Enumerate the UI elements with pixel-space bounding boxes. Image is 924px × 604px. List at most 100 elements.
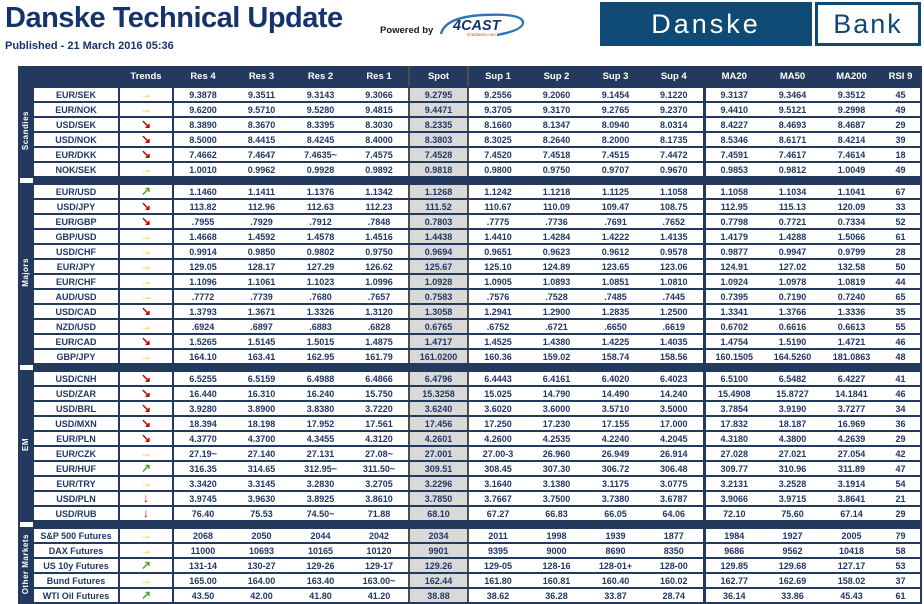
cell-ma50: 3.9715 [763, 491, 822, 507]
cell-sup1: 9395 [468, 543, 527, 559]
cell-res1: 41.20 [350, 588, 409, 604]
cell-res3: 2050 [232, 528, 291, 544]
cell-ma20: 27.028 [702, 446, 763, 462]
cell-res1: 1.1342 [350, 184, 409, 200]
cell-spot: 1.4717 [408, 334, 469, 350]
table-row: EUR/PLN ↘ 4.3770 4.3700 4.3455 4.3120 4.2601 4.… [19, 431, 921, 447]
pair-label: EUR/JPY [32, 259, 119, 275]
cell-ma50: 0.7721 [763, 214, 822, 230]
cell-sup1: 0.9651 [468, 244, 527, 260]
trend-cell: ↘ [118, 334, 174, 350]
cell-sup1: 1.1242 [468, 184, 527, 200]
cell-sup2: 66.83 [527, 506, 586, 522]
pair-label: EUR/CAD [32, 334, 119, 350]
table-row: EUR/CAD ↘ 1.5265 1.5145 1.5015 1.4875 1.4717 1.… [19, 334, 921, 350]
cell-res4: 11000 [173, 543, 232, 559]
cell-spot: 1.4438 [408, 229, 469, 245]
cell-rsi9: 48 [881, 349, 921, 365]
cell-sup2: 1.4380 [527, 334, 586, 350]
cell-sup1: .6752 [468, 319, 527, 335]
page-title: Danske Technical Update [5, 2, 343, 34]
cell-sup1: 6.4443 [468, 371, 527, 387]
cell-spot: 9.4471 [408, 102, 469, 118]
pair-label: EUR/NOK [32, 102, 119, 118]
cell-res1: 129-17 [350, 558, 409, 574]
table-row: EUR/DKK ↘ 7.4662 7.4647 7.4635~ 7.4575 7.4528 7… [19, 147, 921, 163]
cell-ma50: 8.6171 [763, 132, 822, 148]
powered-by-label: Powered by [380, 25, 434, 36]
cell-sup1: 1.2941 [468, 304, 527, 320]
cell-res4: 9.6200 [173, 102, 232, 118]
cell-sup2: 160.81 [527, 573, 586, 589]
cell-ma50: 0.6616 [763, 319, 822, 335]
cell-rsi9: 49 [881, 162, 921, 178]
cell-sup2: 1.1218 [527, 184, 586, 200]
cell-res1: 126.62 [350, 259, 409, 275]
cell-spot: 6.4796 [408, 371, 469, 387]
cell-rsi9: 65 [881, 289, 921, 305]
trend-cell: ↘ [118, 386, 174, 402]
trend-up-arrow-icon: ↗ [140, 588, 152, 602]
cell-res3: 163.41 [232, 349, 291, 365]
table-row: NZD/USD → .6924.6897.6883.6828 0.6765.6752.… [19, 319, 921, 335]
trend-flat-arrow-icon: → [140, 543, 152, 557]
cell-sup2: 9000 [527, 543, 586, 559]
cell-spot: 1.1268 [408, 184, 469, 200]
cell-res2: 1.3326 [291, 304, 350, 320]
header-row: Trends Res 4 Res 3 Res 2 Res 1 Spot Sup 1 Sup 2… [19, 67, 921, 88]
cell-ma200: 4.2639 [822, 431, 881, 447]
trend-down-arrow-icon: ↘ [140, 199, 152, 213]
cell-res2: 8.3395 [291, 117, 350, 133]
cell-sup3: 3.5710 [586, 401, 645, 417]
cell-ma50: 1.4288 [763, 229, 822, 245]
cell-ma50: 4.3800 [763, 431, 822, 447]
pair-label: EUR/CZK [32, 446, 119, 462]
cell-res1: 2042 [350, 528, 409, 544]
trend-cell: ↓ [118, 491, 174, 507]
cell-rsi9: 50 [881, 259, 921, 275]
trend-cell: ↗ [118, 588, 174, 604]
header-sup-1: Sup 1 [468, 67, 527, 88]
cell-sup3: 1.2835 [586, 304, 645, 320]
cell-spot: 15.3258 [408, 386, 469, 402]
cell-res2: 9.3143 [291, 87, 350, 103]
cell-res1: 3.2705 [350, 476, 409, 492]
cell-sup2: 7.4518 [527, 147, 586, 163]
cell-sup3: 17.155 [586, 416, 645, 432]
cell-sup4: 3.5000 [645, 401, 704, 417]
trend-cell: ↘ [118, 214, 174, 230]
trend-flat-arrow-icon: → [140, 446, 152, 460]
cell-ma20: 17.832 [702, 416, 763, 432]
cell-sup3: 3.1175 [586, 476, 645, 492]
trend-flat-arrow-icon: → [140, 162, 152, 176]
cell-rsi9: 41 [881, 371, 921, 387]
trend-flat-arrow-icon: → [140, 229, 152, 243]
cell-res1: 1.3120 [350, 304, 409, 320]
cell-res3: 42.00 [232, 588, 291, 604]
cell-res3: 0.9962 [232, 162, 291, 178]
cell-ma20: 8.4227 [702, 117, 763, 133]
cell-sup4: 9.1220 [645, 87, 704, 103]
cell-res3: 9.3511 [232, 87, 291, 103]
cell-ma50: 115.13 [763, 199, 822, 215]
cell-rsi9: 36 [881, 416, 921, 432]
cell-sup4: 64.06 [645, 506, 704, 522]
cell-ma50: 0.7190 [763, 289, 822, 305]
pair-label: EUR/USD [32, 184, 119, 200]
group-band-em: EM [19, 371, 33, 522]
cell-sup4: 3.0775 [645, 476, 704, 492]
cell-ma50: 8.4693 [763, 117, 822, 133]
pair-label: USD/CNH [32, 371, 119, 387]
cell-res1: 1.4516 [350, 229, 409, 245]
table-row: EUR/HUF ↗ 316.35 314.65 312.95~ 311.50~ 309.51… [19, 461, 921, 477]
group-separator [19, 177, 921, 185]
cell-res1: 311.50~ [350, 461, 409, 477]
cell-res4: 1.5265 [173, 334, 232, 350]
cell-spot: 162.44 [408, 573, 469, 589]
cell-res1: 3.8610 [350, 491, 409, 507]
cell-spot: 0.9818 [408, 162, 469, 178]
cell-res1: 15.750 [350, 386, 409, 402]
cell-sup2: 128-16 [527, 558, 586, 574]
cell-sup4: 3.6787 [645, 491, 704, 507]
cell-sup4: 26.914 [645, 446, 704, 462]
